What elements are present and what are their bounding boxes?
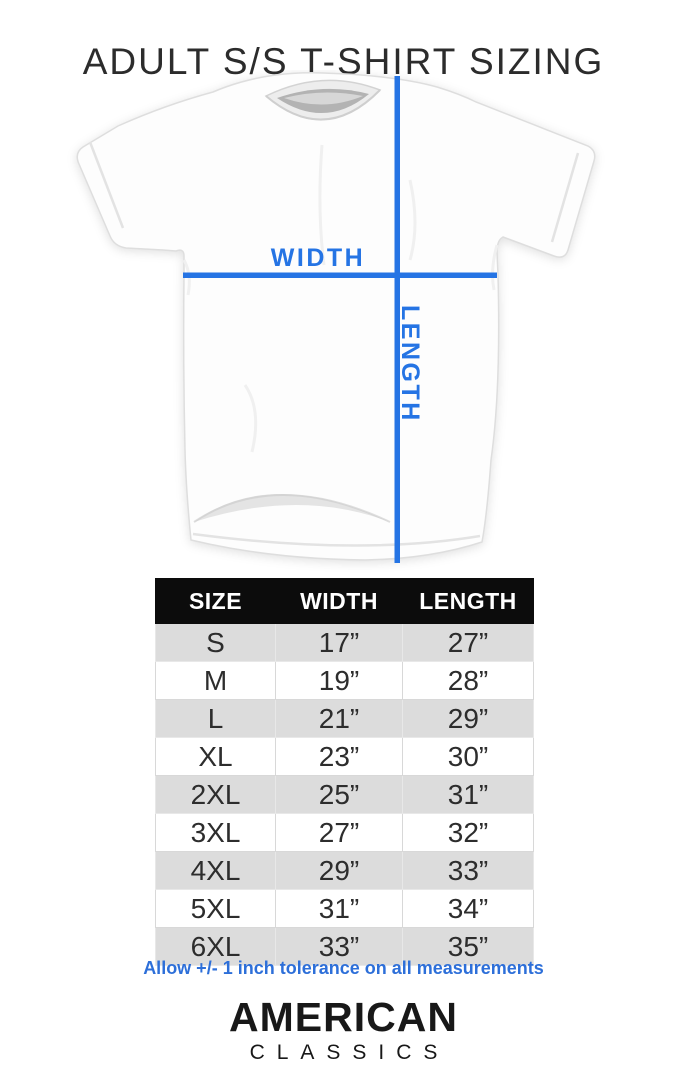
length-cell: 27” xyxy=(402,623,534,662)
body-wrinkle-1 xyxy=(408,179,417,261)
table-row: 3XL 27” 32” xyxy=(155,813,534,852)
tshirt-silhouette xyxy=(76,72,596,561)
collar-rib-seam xyxy=(265,89,381,121)
length-cell: 30” xyxy=(402,737,534,776)
body-wrinkle-3 xyxy=(318,144,326,266)
right-underarm-wrinkle xyxy=(491,244,499,291)
hem-seam xyxy=(192,532,481,547)
size-cell: XL xyxy=(155,737,276,776)
brand-name: AMERICAN xyxy=(229,994,458,1040)
length-measure-line xyxy=(394,76,400,563)
length-cell: 28” xyxy=(402,661,534,700)
table-row: M 19” 28” xyxy=(155,661,534,700)
size-cell: 5XL xyxy=(155,889,276,928)
left-cuff-seam xyxy=(88,141,125,229)
width-cell: 19” xyxy=(275,661,403,700)
table-row: 6XL 33” 35” xyxy=(155,927,534,966)
tshirt-graphic xyxy=(76,72,596,561)
column-header-length: LENGTH xyxy=(402,578,534,624)
length-cell: 31” xyxy=(402,775,534,814)
width-cell: 25” xyxy=(275,775,403,814)
tolerance-note: Allow +/- 1 inch tolerance on all measur… xyxy=(143,958,544,978)
brand-subname: CLASSICS xyxy=(249,1041,450,1065)
width-measure-line xyxy=(183,272,497,278)
table-row: XL 23” 30” xyxy=(155,737,534,776)
brand-logo: AMERICAN CLASSICS xyxy=(0,994,687,1065)
size-cell: S xyxy=(155,623,276,662)
size-table-body: S 17” 27” M 19” 28” L 21” 29” XL xyxy=(155,623,534,966)
column-header-size: SIZE xyxy=(155,578,276,624)
table-row: S 17” 27” xyxy=(155,623,534,662)
length-label: LENGTH xyxy=(396,305,424,423)
width-cell: 31” xyxy=(275,889,403,928)
right-cuff-seam xyxy=(550,152,580,243)
width-label: WIDTH xyxy=(271,244,365,272)
width-cell: 27” xyxy=(275,813,403,852)
size-cell: M xyxy=(155,661,276,700)
length-cell: 33” xyxy=(402,851,534,890)
tshirt-measurement-diagram: WIDTH LENGTH xyxy=(76,72,596,563)
width-cell: 23” xyxy=(275,737,403,776)
width-cell: 17” xyxy=(275,623,403,662)
size-cell: 4XL xyxy=(155,851,276,890)
table-row: L 21” 29” xyxy=(155,699,534,738)
size-table-header: SIZE WIDTH LENGTH xyxy=(155,578,534,624)
table-row: 2XL 25” 31” xyxy=(155,775,534,814)
table-row: 5XL 31” 34” xyxy=(155,889,534,928)
length-cell: 32” xyxy=(402,813,534,852)
size-cell: 6XL xyxy=(155,927,276,966)
length-cell: 29” xyxy=(402,699,534,738)
length-cell: 34” xyxy=(402,889,534,928)
size-cell: L xyxy=(155,699,276,738)
collar-inner-back xyxy=(284,92,363,105)
size-cell: 3XL xyxy=(155,813,276,852)
body-wrinkle-2 xyxy=(243,384,258,453)
table-row: 4XL 29” 33” xyxy=(155,851,534,890)
length-cell: 35” xyxy=(402,927,534,966)
column-header-width: WIDTH xyxy=(275,578,403,624)
width-cell: 33” xyxy=(275,927,403,966)
size-cell: 2XL xyxy=(155,775,276,814)
size-table: SIZE WIDTH LENGTH S 17” 27” M 19” 28” xyxy=(155,578,534,966)
measurement-lines xyxy=(183,76,497,563)
hem-fold-line xyxy=(193,494,391,523)
width-cell: 21” xyxy=(275,699,403,738)
width-cell: 29” xyxy=(275,851,403,890)
